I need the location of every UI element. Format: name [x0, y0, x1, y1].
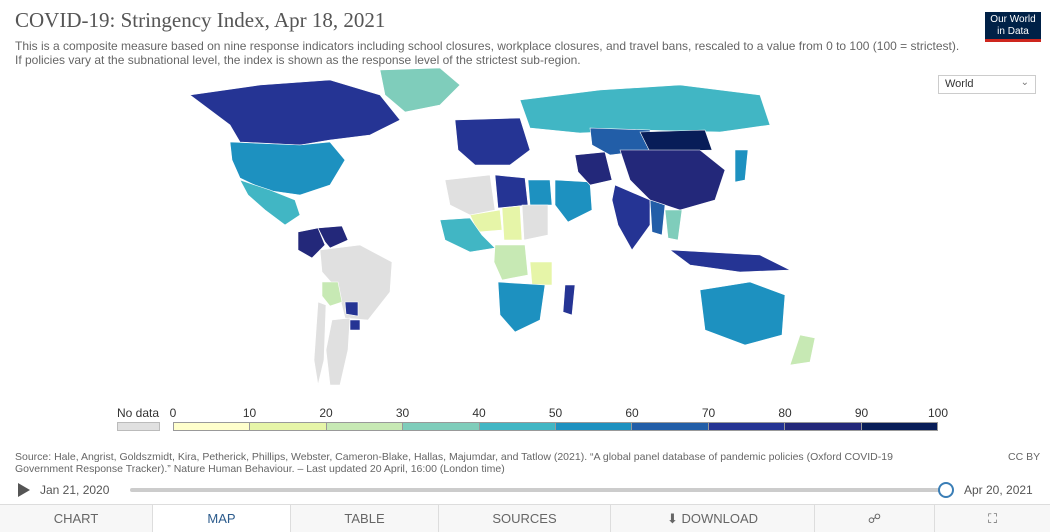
map-region-thailand[interactable]: [664, 209, 683, 241]
logo-bar: [985, 39, 1041, 42]
map-region-australia[interactable]: [699, 281, 786, 346]
chart-title: COVID-19: Stringency Index, Apr 18, 2021: [15, 8, 386, 32]
share-button[interactable]: ☍: [815, 505, 935, 532]
play-icon[interactable]: [18, 483, 30, 497]
download-icon: ⬇: [666, 511, 678, 526]
map-region-myanmar[interactable]: [649, 199, 666, 236]
legend-no-data-label: No data: [117, 406, 160, 420]
tab-download[interactable]: ⬇ DOWNLOAD: [611, 505, 815, 532]
legend-no-data-swatch: [117, 422, 160, 431]
legend-bin-4: [479, 423, 557, 430]
timeline-slider-track[interactable]: [130, 488, 946, 492]
map-region-sudan[interactable]: [521, 204, 549, 241]
timeline-end-label: Apr 20, 2021: [964, 483, 1033, 497]
legend-bin-0: [174, 423, 251, 430]
map-region-russia[interactable]: [519, 84, 771, 134]
legend-tick-label: 70: [701, 406, 716, 420]
map-region-india[interactable]: [611, 184, 651, 251]
map-region-united-states[interactable]: [229, 141, 346, 196]
source-note: Source: Hale, Angrist, Goldszmidt, Kira,…: [15, 451, 893, 475]
map-region-china[interactable]: [619, 149, 726, 211]
map-region-tanzania[interactable]: [529, 261, 553, 286]
legend-tick-label: 40: [472, 406, 486, 420]
map-region-egypt[interactable]: [527, 179, 553, 206]
world-map: [189, 67, 816, 386]
map-region-paraguay[interactable]: [344, 301, 359, 317]
tab-bar: CHART MAP TABLE SOURCES ⬇ DOWNLOAD ☍ ⛶: [0, 504, 1050, 532]
map-region-argentina[interactable]: [325, 317, 351, 386]
map-region-chile[interactable]: [313, 301, 327, 386]
map-region-iran[interactable]: [574, 151, 613, 186]
region-select[interactable]: World ⌄: [938, 75, 1036, 94]
map-region-mongolia[interactable]: [639, 129, 713, 153]
legend-tick-label: 60: [625, 406, 639, 420]
legend-bin-6: [632, 423, 709, 430]
expand-icon: ⛶: [987, 511, 998, 526]
map-region-japan[interactable]: [734, 149, 749, 183]
license-link[interactable]: CC BY: [1008, 451, 1041, 463]
map-region-canada[interactable]: [189, 79, 401, 146]
map-region-southern-africa[interactable]: [497, 281, 546, 333]
map-region-europe[interactable]: [454, 117, 531, 166]
fullscreen-button[interactable]: ⛶: [935, 505, 1050, 532]
legend-tick-label: 90: [854, 406, 869, 420]
map-region-colombia[interactable]: [297, 227, 326, 259]
legend-bin-3: [403, 423, 480, 430]
map-region-greenland[interactable]: [379, 67, 461, 113]
legend-bin-2: [326, 423, 404, 430]
legend-tick-label: 80: [778, 406, 792, 420]
map-region-uruguay[interactable]: [349, 319, 361, 331]
map-region-bolivia[interactable]: [321, 281, 343, 307]
map-region-indonesia[interactable]: [669, 249, 791, 273]
timeline-start-label: Jan 21, 2020: [40, 483, 110, 497]
share-icon: ☍: [867, 511, 882, 526]
chevron-down-icon: ⌄: [1020, 77, 1029, 88]
map-region-madagascar[interactable]: [562, 284, 576, 316]
map-region-algeria[interactable]: [444, 174, 496, 216]
legend-bin-8: [785, 423, 862, 430]
map-region-brazil[interactable]: [319, 244, 393, 321]
legend-bin-1: [250, 423, 327, 430]
chart-subtitle: This is a composite measure based on nin…: [15, 39, 960, 67]
legend-bin-5: [556, 423, 633, 430]
tab-map[interactable]: MAP: [153, 505, 291, 532]
tab-download-label: DOWNLOAD: [681, 511, 759, 526]
map-region-venezuela[interactable]: [317, 225, 349, 249]
map-region-chad[interactable]: [501, 205, 523, 241]
legend-color-bins: [173, 422, 938, 431]
region-select-value: World: [945, 78, 974, 90]
logo-line-1: Our World: [990, 14, 1036, 25]
owid-logo[interactable]: Our World in Data: [985, 12, 1041, 42]
legend-bin-7: [708, 423, 786, 430]
logo-line-2: in Data: [997, 26, 1029, 37]
legend-tick-label: 20: [319, 406, 333, 420]
map-region-dr-congo[interactable]: [493, 244, 529, 281]
legend-tick-label: 30: [395, 406, 410, 420]
legend-tick-label: 10: [242, 406, 257, 420]
map-region-libya[interactable]: [494, 174, 529, 209]
tab-sources[interactable]: SOURCES: [439, 505, 611, 532]
legend-tick-label: 100: [927, 406, 949, 420]
legend-tick-label: 0: [169, 406, 177, 420]
map-region-saudi-arabia[interactable]: [554, 179, 593, 223]
map-region-mexico[interactable]: [239, 179, 301, 226]
tab-table[interactable]: TABLE: [291, 505, 439, 532]
legend-bin-9: [861, 423, 938, 430]
tab-chart[interactable]: CHART: [0, 505, 153, 532]
map-region-new-zealand[interactable]: [789, 334, 816, 366]
legend-tick-label: 50: [548, 406, 563, 420]
timeline-slider-handle[interactable]: [938, 482, 954, 498]
